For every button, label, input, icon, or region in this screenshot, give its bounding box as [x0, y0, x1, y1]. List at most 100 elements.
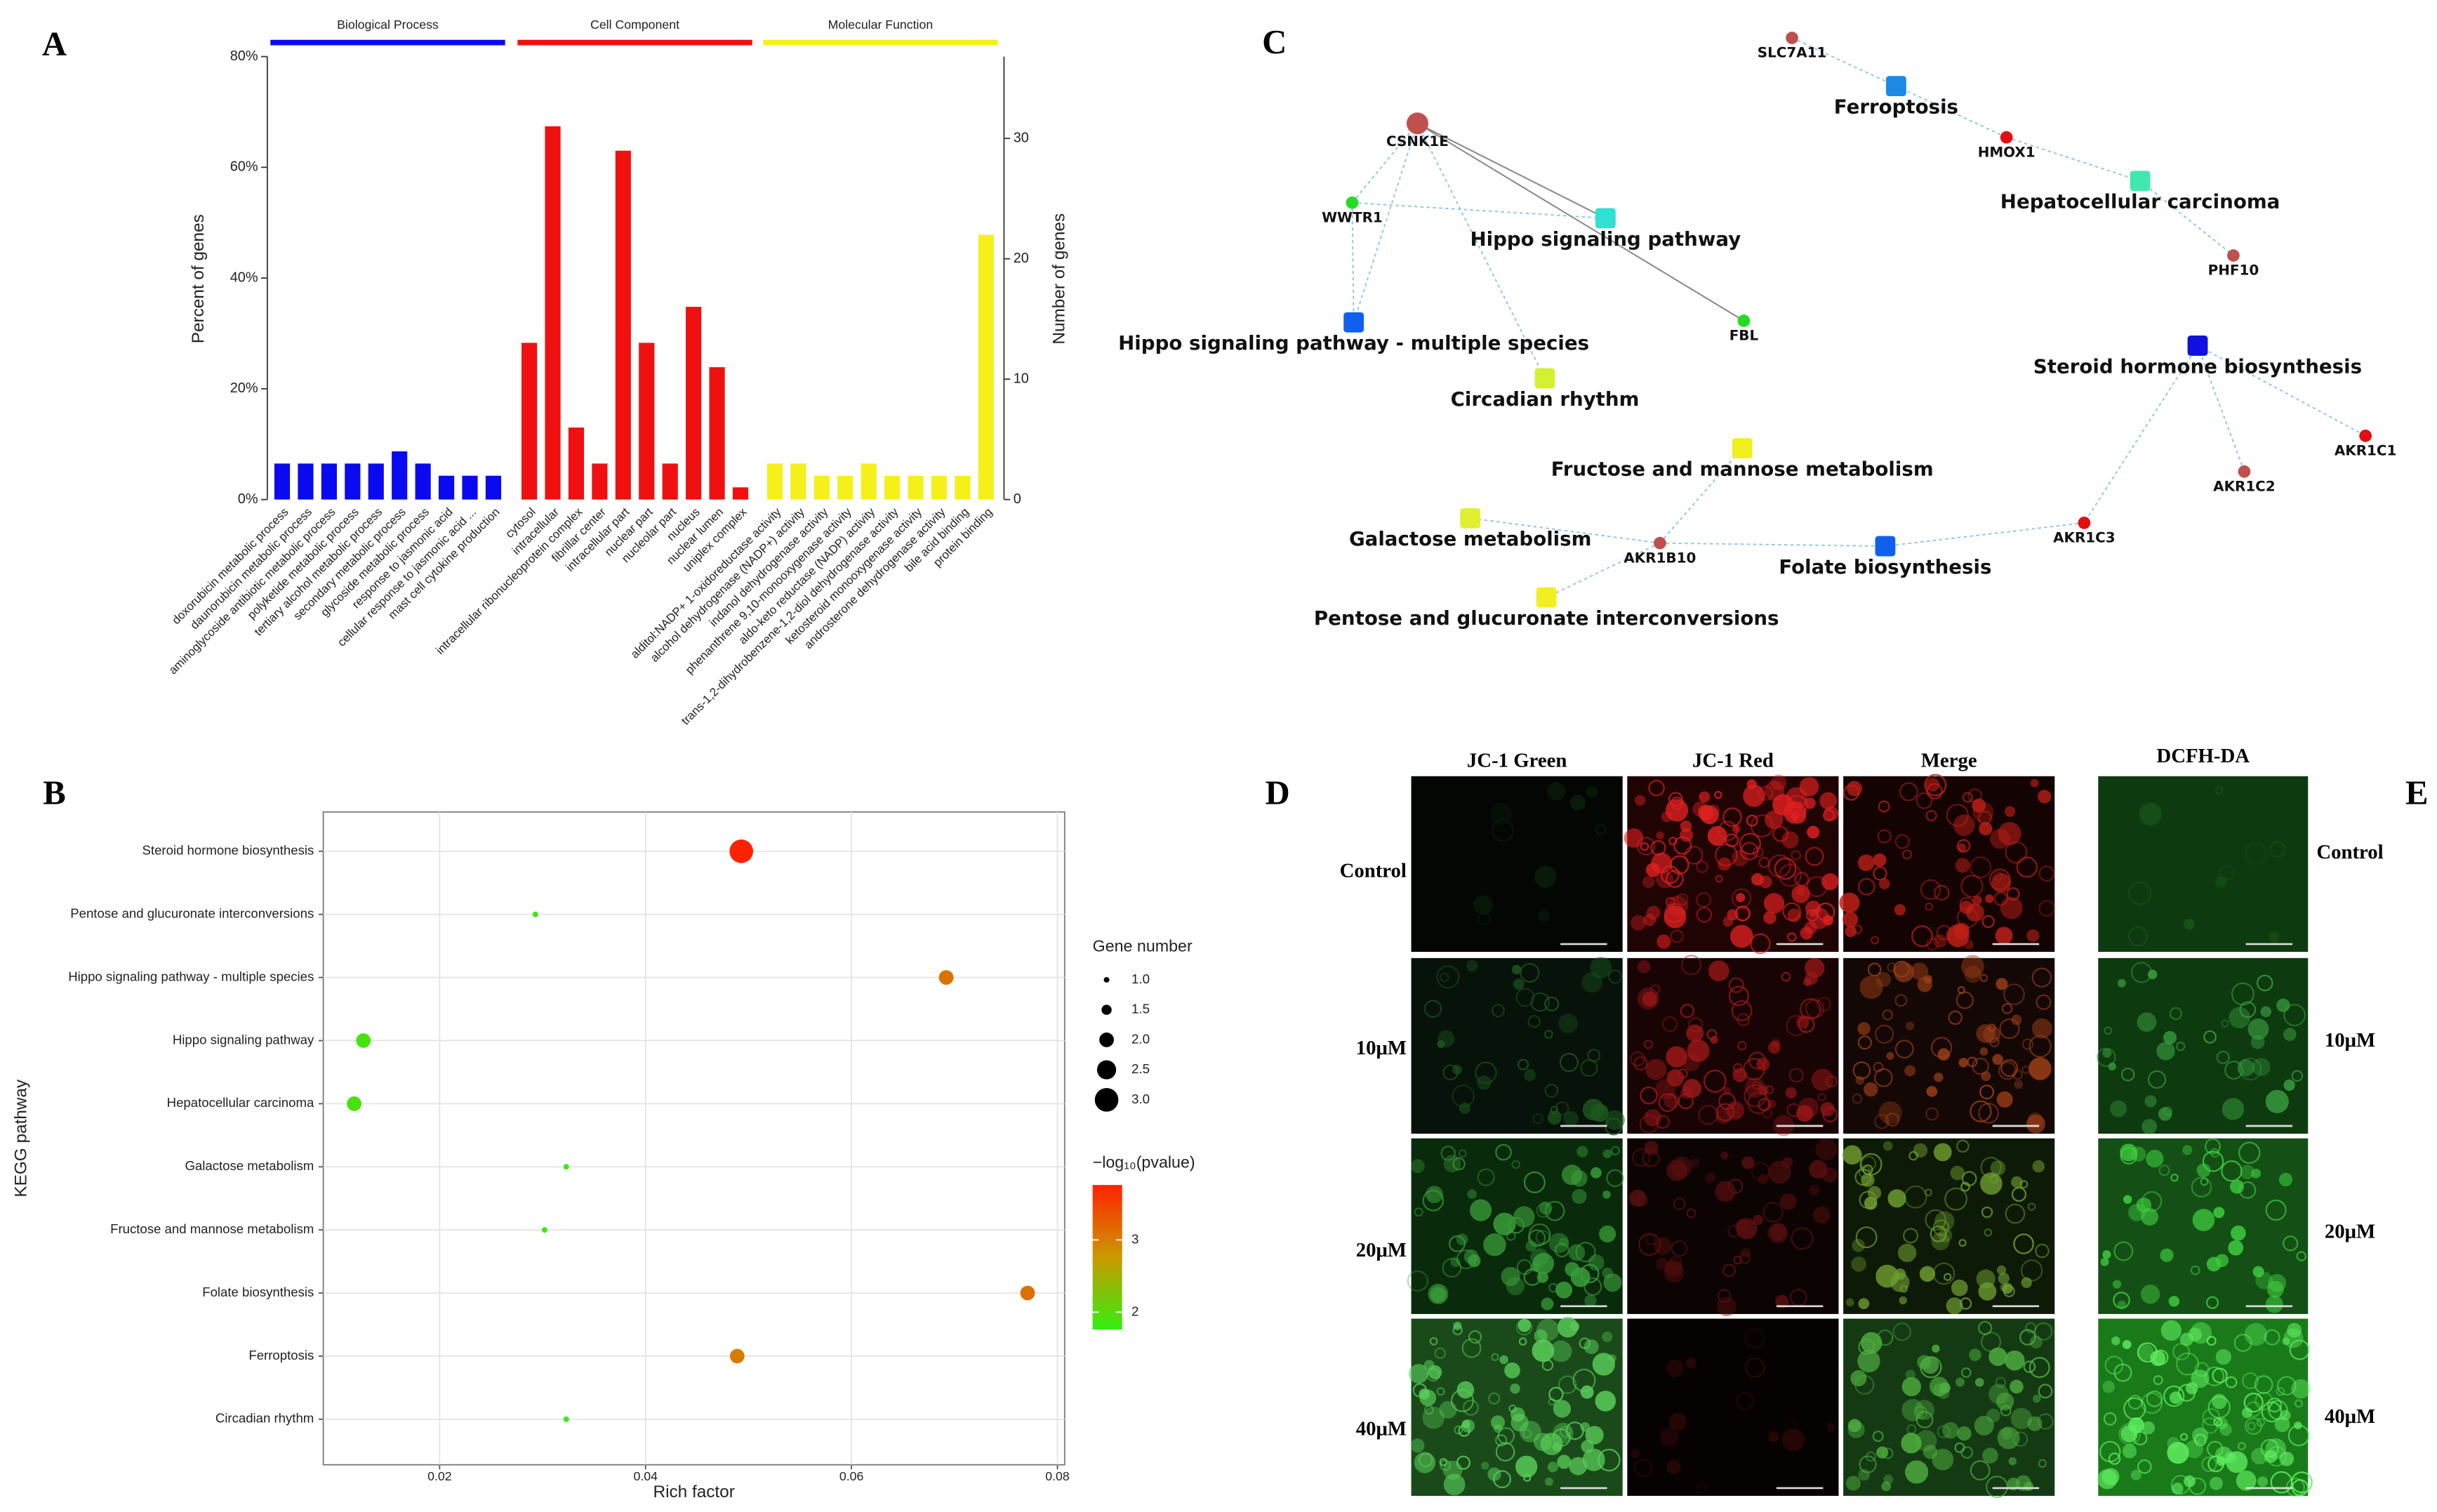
bar — [545, 126, 561, 500]
cell — [1488, 1392, 1501, 1405]
cell — [1993, 891, 2008, 906]
cell — [1925, 778, 1940, 792]
cell — [1875, 1264, 1899, 1288]
cell — [1491, 1004, 1505, 1018]
row-label: 40μM — [2325, 1405, 2375, 1428]
cell — [1908, 1150, 1918, 1161]
cell — [1791, 1227, 1814, 1250]
cell — [1490, 1415, 1506, 1430]
cell — [1449, 1235, 1466, 1252]
cell — [1475, 1061, 1497, 1084]
cell — [2030, 778, 2039, 788]
cell — [1735, 1219, 1750, 1234]
cell — [1637, 960, 1651, 974]
cell — [1539, 1201, 1553, 1215]
y2-axis-title: Number of genes — [1050, 213, 1069, 345]
cell — [1555, 1242, 1569, 1258]
cell — [1845, 1298, 1854, 1307]
cell — [1680, 955, 1702, 976]
cell — [1569, 1321, 1580, 1332]
cell — [1605, 1110, 1625, 1130]
cell — [1826, 1423, 1835, 1432]
cell — [1559, 1426, 1572, 1438]
cell — [1925, 809, 1937, 822]
cell — [2023, 1360, 2036, 1373]
cell — [1733, 1255, 1743, 1265]
cell — [2103, 1412, 2117, 1426]
cell — [2113, 1241, 2134, 1261]
y2-tick-label: 30 — [1014, 130, 1029, 145]
cell — [1541, 1359, 1554, 1372]
network-edge — [1416, 123, 1546, 379]
cell — [1466, 960, 1478, 972]
gene-label: PHF10 — [2208, 263, 2259, 279]
cell — [1599, 1225, 1616, 1242]
cell — [1534, 1329, 1548, 1343]
x-tick-label: 0.02 — [427, 1469, 451, 1483]
cell — [1861, 1155, 1877, 1172]
cell — [2219, 865, 2234, 881]
cell — [2026, 1114, 2045, 1134]
cell — [1666, 870, 1684, 888]
cell — [2108, 1062, 2116, 1071]
cell — [2221, 1019, 2229, 1028]
micrograph — [1411, 1138, 1623, 1314]
cell — [1520, 962, 1540, 983]
gene-label: FBL — [1729, 328, 1759, 344]
cell — [1553, 1400, 1572, 1418]
cell — [1989, 828, 2011, 849]
cell — [1878, 878, 1890, 889]
cell — [1855, 1226, 1878, 1249]
cell — [2000, 1059, 2019, 1077]
cell — [1815, 1138, 1838, 1161]
cell — [1899, 1296, 1907, 1305]
cell — [1637, 987, 1659, 1010]
network-edge — [2197, 345, 2366, 437]
cell — [2027, 1202, 2036, 1211]
cell — [2120, 1147, 2138, 1165]
cell — [1980, 1172, 2003, 1195]
y-tick-label: Circadian rhythm — [215, 1411, 314, 1426]
cell — [1857, 1349, 1880, 1373]
bubble — [347, 1096, 361, 1111]
cell — [2007, 1478, 2020, 1491]
cell — [2141, 1119, 2158, 1134]
cell — [1955, 991, 1974, 1009]
cell — [2291, 1379, 2311, 1399]
network-edge — [1885, 522, 2085, 548]
cell — [1970, 1460, 1991, 1481]
cell — [1654, 1237, 1672, 1255]
cell — [1422, 1407, 1445, 1429]
colorbar-tick-label: 3 — [1131, 1231, 1138, 1246]
cell — [1506, 1231, 1516, 1241]
cell — [1426, 1186, 1443, 1204]
cell — [1874, 1113, 1890, 1129]
cell — [1490, 802, 1513, 825]
cell — [2256, 1418, 2266, 1427]
cell — [1877, 1329, 1894, 1346]
cell — [2269, 931, 2280, 943]
cell — [1867, 1186, 1882, 1200]
x-axis-title: Rich factor — [653, 1483, 734, 1501]
cell — [1932, 1344, 1940, 1353]
cell — [1598, 1448, 1621, 1472]
micrograph — [2098, 776, 2309, 952]
cell — [1718, 857, 1732, 871]
cell — [1951, 1279, 1968, 1297]
cell — [1633, 1056, 1648, 1071]
network-edge — [1659, 447, 1743, 544]
cell — [1696, 892, 1712, 908]
pathway-label: Hippo signaling pathway — [1470, 227, 1741, 251]
cell — [1763, 911, 1777, 924]
cell — [1703, 1069, 1727, 1093]
cell — [2251, 1168, 2262, 1179]
cell — [1434, 1347, 1446, 1359]
cell — [1791, 850, 1801, 861]
cell — [2102, 1250, 2111, 1259]
cell — [2004, 806, 2016, 817]
cell — [1670, 929, 1684, 943]
cell — [1857, 854, 1875, 871]
cell — [1979, 974, 1988, 983]
cell — [2215, 1254, 2229, 1268]
column-header: JC-1 Red — [1692, 749, 1774, 771]
